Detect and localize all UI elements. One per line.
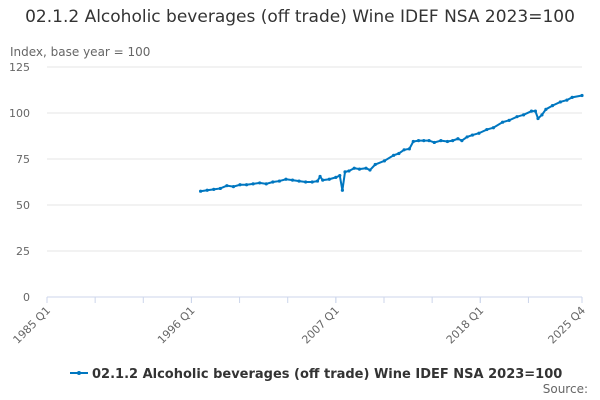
source-label: Source:	[542, 382, 588, 396]
data-point	[364, 166, 368, 170]
data-point	[500, 120, 505, 124]
data-point	[238, 183, 242, 187]
data-point	[460, 139, 464, 143]
data-point	[368, 168, 372, 172]
data-point	[477, 131, 481, 135]
y-tick-label: 25	[16, 245, 30, 258]
data-point	[297, 179, 301, 183]
data-point	[334, 175, 338, 179]
data-point	[397, 151, 401, 156]
y-tick-label: 0	[23, 291, 30, 304]
data-point	[373, 162, 377, 167]
data-point	[231, 185, 236, 189]
data-point	[251, 182, 255, 186]
data-point	[212, 187, 216, 191]
data-point	[533, 109, 537, 113]
y-tick-label: 50	[16, 199, 30, 212]
y-tick-label: 125	[9, 61, 30, 74]
x-tick-label: 2025 Q4	[546, 304, 589, 347]
data-point	[544, 107, 548, 111]
data-point	[343, 170, 347, 174]
data-point	[244, 183, 249, 187]
data-point	[536, 116, 540, 121]
data-point	[218, 186, 222, 191]
data-point	[515, 115, 519, 119]
x-tick-label: 2018 Q1	[444, 304, 487, 347]
data-point	[290, 178, 295, 182]
data-point	[570, 95, 574, 99]
x-tick-label: 2007 Q1	[299, 304, 342, 347]
data-point	[340, 188, 344, 192]
data-point	[565, 98, 569, 102]
data-point	[199, 189, 203, 193]
data-point	[327, 177, 331, 181]
data-point	[580, 93, 584, 98]
data-point	[491, 126, 495, 130]
data-point	[550, 104, 555, 108]
x-tick-label: 1996 Q1	[155, 304, 198, 347]
data-point	[205, 188, 209, 192]
data-point	[439, 139, 443, 143]
data-point	[485, 127, 489, 132]
data-point	[392, 153, 396, 157]
data-point	[422, 139, 426, 143]
data-point	[529, 109, 534, 113]
data-point	[540, 113, 544, 117]
data-point	[451, 139, 455, 143]
data-point	[264, 182, 268, 186]
data-point	[318, 174, 322, 179]
data-point	[347, 169, 351, 173]
chart-title: 02.1.2 Alcoholic beverages (off trade) W…	[25, 7, 575, 27]
data-point	[352, 166, 356, 170]
data-point	[357, 167, 362, 171]
data-point	[277, 179, 281, 183]
data-point	[416, 139, 421, 143]
data-point	[271, 180, 275, 184]
data-point	[411, 139, 415, 144]
data-point	[427, 139, 431, 143]
y-axis-label: Index, base year = 100	[10, 45, 151, 59]
data-point	[315, 179, 320, 183]
data-point	[432, 140, 436, 145]
data-point	[465, 135, 469, 139]
legend-marker	[77, 371, 81, 375]
data-point	[456, 137, 460, 141]
data-point	[382, 159, 387, 163]
data-point	[321, 178, 325, 182]
data-point	[407, 147, 411, 151]
legend-label: 02.1.2 Alcoholic beverages (off trade) W…	[92, 367, 562, 382]
series-line	[200, 94, 583, 193]
data-point	[310, 180, 314, 184]
data-point	[284, 177, 288, 181]
data-point	[445, 139, 450, 144]
data-point	[507, 118, 511, 122]
data-point	[225, 184, 229, 188]
data-point	[470, 133, 474, 137]
data-point	[402, 148, 406, 152]
data-point	[558, 100, 562, 104]
y-tick-label: 100	[9, 107, 30, 120]
data-point	[338, 173, 342, 178]
data-point	[258, 181, 262, 185]
y-tick-label: 75	[16, 153, 30, 166]
data-point	[304, 180, 308, 184]
data-point	[521, 113, 526, 117]
x-tick-label: 1985 Q1	[11, 304, 54, 347]
